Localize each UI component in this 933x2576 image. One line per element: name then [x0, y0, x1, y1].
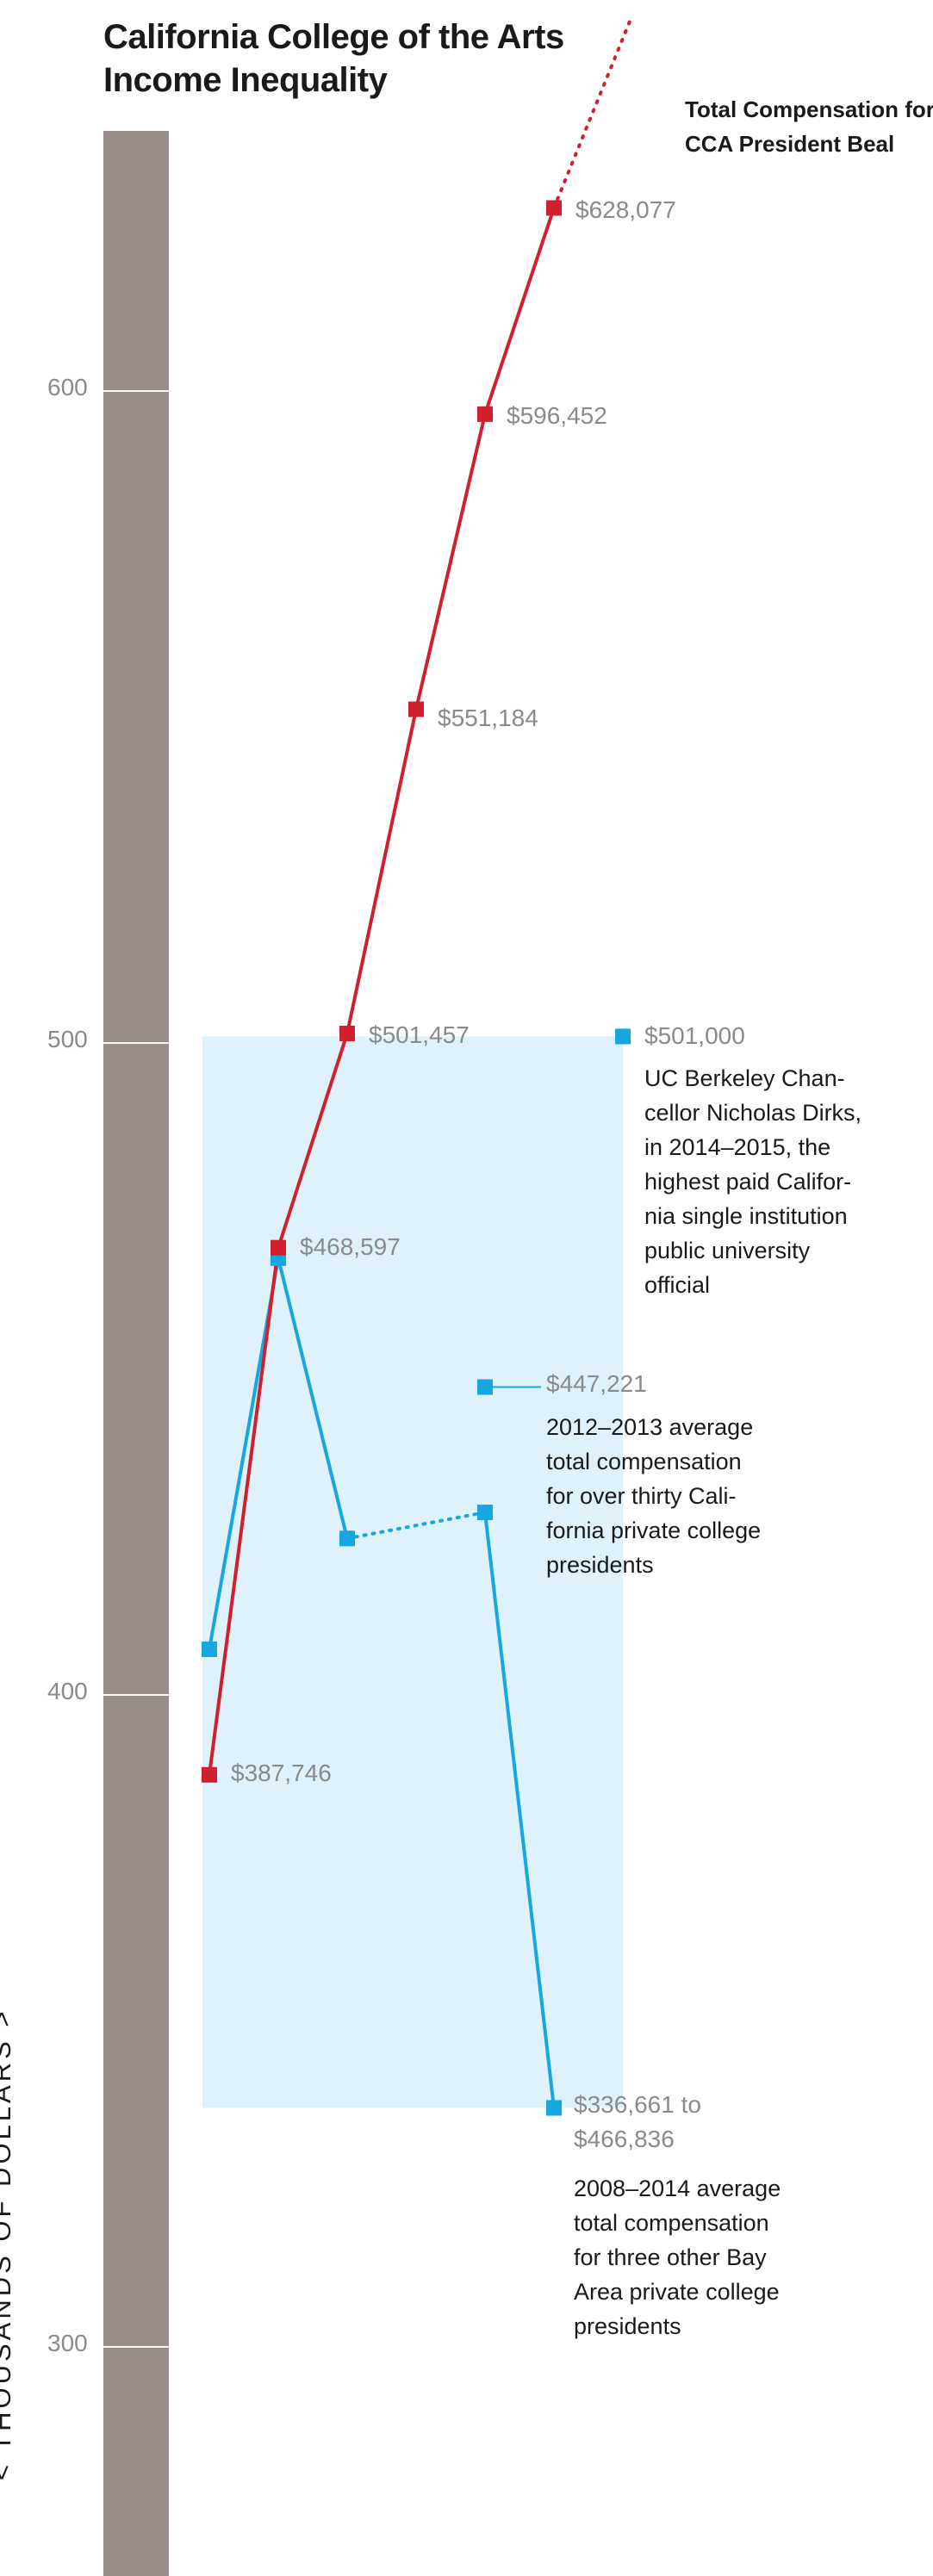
data-label-ca-private: $447,221 — [546, 1370, 647, 1397]
blue-series-point — [339, 1530, 355, 1547]
red-series-segment — [208, 1247, 280, 1776]
red-series-segment — [414, 413, 487, 710]
red-series-segment — [277, 1033, 349, 1249]
note-uc-berkeley: UC Berkeley Chan- cellor Nicholas Dirks,… — [644, 1061, 861, 1302]
note-uc-berkeley-line: UC Berkeley Chan- — [644, 1065, 845, 1091]
blue-series-point — [202, 1642, 217, 1658]
note-bay-area: 2008–2014 average total compensation for… — [574, 2171, 781, 2343]
red-series-point — [271, 1239, 286, 1256]
red-series-point — [339, 1025, 355, 1041]
blue-series-segment — [277, 1256, 349, 1541]
note-uc-berkeley-line: official — [644, 1272, 711, 1298]
y-axis-bar — [103, 131, 169, 2576]
y-tick-600: 600 — [47, 374, 88, 400]
red-series-point — [202, 1766, 217, 1783]
note-bay-area-line: Area private college — [574, 2279, 780, 2305]
reference-point-0 — [477, 1379, 493, 1395]
note-ca-private-line: fornia private college — [546, 1518, 762, 1543]
data-label-red-5: $596,452 — [507, 402, 607, 429]
red-series-trend-continuation — [552, 15, 633, 210]
series-label-line-1: Total Compensation for — [685, 96, 933, 122]
data-label-red-6: $628,077 — [575, 196, 676, 223]
data-label-uc-berkeley: $501,000 — [644, 1022, 745, 1049]
reference-point-1 — [615, 1028, 631, 1045]
note-uc-berkeley-line: public university — [644, 1238, 811, 1263]
note-ca-private: 2012–2013 average total compensation for… — [546, 1410, 761, 1582]
data-label-red-4: $551,184 — [438, 705, 538, 731]
blue-series-point — [546, 2100, 562, 2116]
note-ca-private-line: for over thirty Cali- — [546, 1483, 737, 1509]
note-bay-area-line: total compensation — [574, 2210, 769, 2236]
y-tick-300: 300 — [47, 2330, 88, 2356]
chart-title-line-1: California College of the Arts — [103, 18, 564, 56]
data-label-red-1: $387,746 — [231, 1760, 332, 1786]
note-bay-area-line: presidents — [574, 2313, 681, 2339]
y-axis-label-text: < THOUSANDS OF DOLLARS > — [0, 2008, 16, 2481]
note-uc-berkeley-line: nia single institution — [644, 1203, 848, 1229]
red-series-segment — [483, 207, 556, 415]
note-bay-area-line: for three other Bay — [574, 2244, 767, 2270]
data-label-range-low: $336,661 to — [574, 2091, 701, 2118]
data-label-red-3: $501,457 — [369, 1021, 470, 1048]
chart-title: California College of the Arts Income In… — [103, 16, 564, 102]
blue-series-segment — [345, 1511, 487, 1541]
blue-series-point — [477, 1505, 493, 1521]
series-label-cca-president: Total Compensation for CCA President Bea… — [685, 92, 933, 161]
note-bay-area-line: 2008–2014 average — [574, 2176, 781, 2201]
note-ca-private-line: presidents — [546, 1552, 654, 1578]
note-ca-private-line: 2012–2013 average — [546, 1414, 754, 1440]
data-label-range-high: $466,836 — [574, 2126, 675, 2152]
note-uc-berkeley-line: in 2014–2015, the — [644, 1134, 831, 1160]
note-ca-private-line: total compensation — [546, 1449, 742, 1474]
red-series-point — [477, 406, 493, 422]
data-label-red-2: $468,597 — [300, 1233, 401, 1260]
red-series-point — [408, 701, 424, 717]
y-tick-500: 500 — [47, 1026, 88, 1052]
range-band — [202, 1036, 623, 2108]
blue-series-segment — [483, 1511, 556, 2110]
red-series-segment — [345, 709, 418, 1034]
note-uc-berkeley-line: cellor Nicholas Dirks, — [644, 1100, 862, 1126]
note-uc-berkeley-line: highest paid Califor- — [644, 1169, 852, 1195]
y-tick-400: 400 — [47, 1678, 88, 1704]
chart-title-line-2: Income Inequality — [103, 61, 388, 99]
series-label-line-2: CCA President Beal — [685, 131, 895, 157]
red-series-point — [546, 200, 562, 216]
